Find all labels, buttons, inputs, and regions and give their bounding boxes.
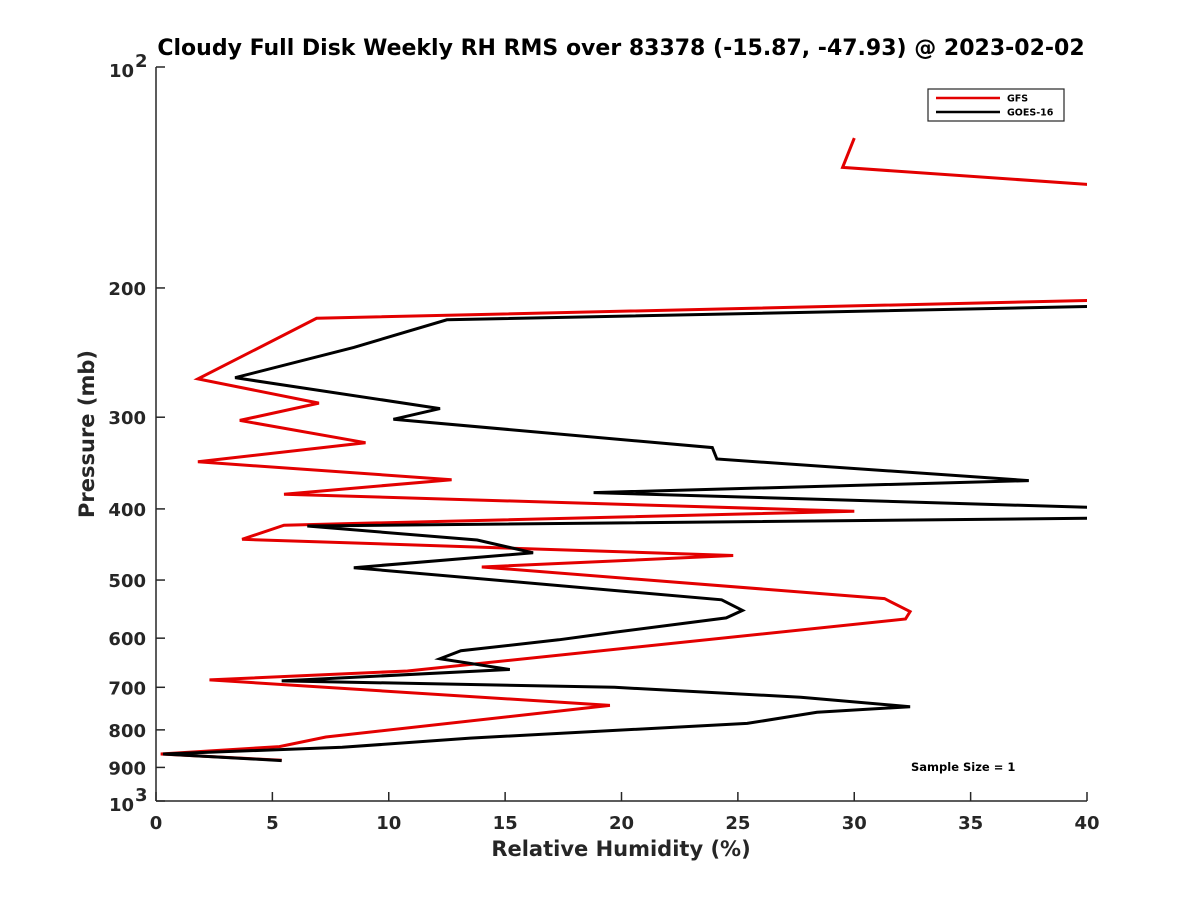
series-line-gfs — [160, 137, 1087, 762]
legend-label-gfs: GFS — [1007, 94, 1028, 105]
y-tick-label: 900 — [108, 758, 146, 779]
x-tick-label: 10 — [376, 813, 401, 834]
x-tick-label: 5 — [266, 813, 279, 834]
y-axis-label: Pressure (mb) — [75, 350, 99, 518]
y-tick-label: 800 — [108, 721, 146, 742]
y-tick-label: 500 — [108, 571, 146, 592]
sample-size-annotation: Sample Size = 1 — [911, 760, 1015, 774]
legend: GFS GOES-16 — [927, 88, 1065, 122]
x-tick-label: 40 — [1074, 813, 1099, 834]
x-tick-label: 35 — [958, 813, 983, 834]
x-tick-label: 0 — [150, 813, 163, 834]
y-tick-label: 10 — [109, 795, 134, 816]
series-line-goes-16 — [162, 304, 1087, 763]
legend-box — [927, 88, 1065, 122]
legend-label-goes-16: GOES-16 — [1007, 108, 1054, 119]
y-tick-label: 700 — [108, 678, 146, 699]
chart-title: Cloudy Full Disk Weekly RH RMS over 8337… — [157, 36, 1084, 61]
x-tick-label: 20 — [609, 813, 634, 834]
y-tick-label: 300 — [108, 408, 146, 429]
y-tick-label: 200 — [108, 279, 146, 300]
x-tick-label: 30 — [842, 813, 867, 834]
y-tick-label: 600 — [108, 629, 146, 650]
x-tick-label: 25 — [725, 813, 750, 834]
y-tick-label: 400 — [108, 500, 146, 521]
y-tick-exponent: 2 — [135, 51, 148, 72]
x-tick-label: 15 — [493, 813, 518, 834]
y-tick-label: 10 — [109, 61, 134, 82]
x-axis-label: Relative Humidity (%) — [491, 837, 750, 861]
y-tick-exponent: 3 — [135, 785, 148, 806]
